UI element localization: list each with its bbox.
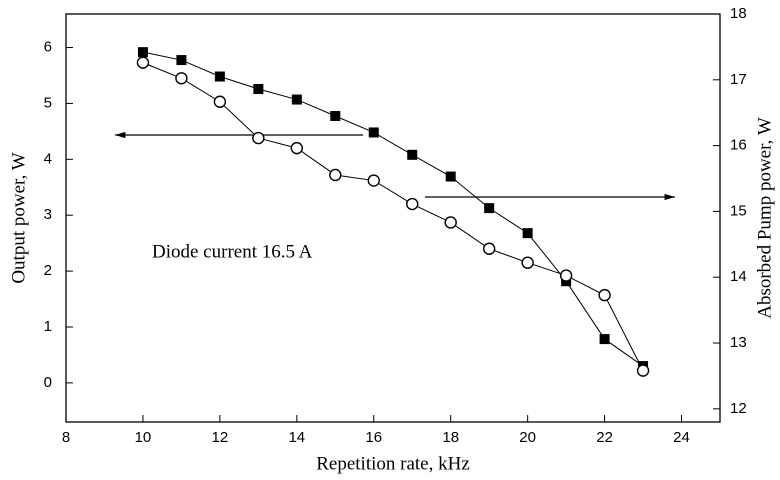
square-marker (137, 47, 148, 58)
circle-marker (136, 56, 150, 69)
series-line (142, 62, 644, 371)
y2-axis-label: Absorbed Pump power, W (754, 117, 775, 319)
circle-marker (367, 174, 380, 187)
circle-marker (636, 364, 650, 377)
x-tick-label: 12 (212, 429, 229, 446)
square-marker (176, 55, 187, 66)
x-tick-label: 20 (519, 429, 536, 446)
y2-tick-label: 17 (730, 71, 747, 88)
circle-marker (175, 72, 188, 85)
x-tick-label: 10 (135, 429, 152, 446)
plot-frame (65, 13, 721, 423)
circle-marker (406, 197, 419, 211)
x-axis-label: Repetition rate, kHz (316, 453, 470, 474)
square-marker (253, 84, 264, 95)
square-marker (445, 171, 456, 182)
circle-marker (252, 131, 265, 145)
x-tick-label: 24 (673, 429, 690, 446)
circle-marker (559, 269, 573, 282)
circle-marker (444, 216, 457, 229)
square-marker (214, 71, 225, 82)
circle-marker (290, 141, 304, 155)
y-tick-label: 1 (44, 318, 52, 335)
y-tick-label: 4 (44, 150, 52, 167)
y2-tick-label: 13 (730, 334, 747, 351)
y2-tick-label: 16 (730, 137, 747, 154)
y-tick-label: 3 (44, 206, 52, 223)
square-marker (484, 203, 495, 214)
square-marker (599, 334, 610, 345)
y-tick-label: 0 (44, 374, 52, 391)
x-tick-label: 14 (288, 429, 305, 446)
x-tick-label: 16 (365, 429, 382, 446)
square-marker (407, 149, 418, 160)
y-axis-label: Output power, W (8, 152, 29, 283)
y2-tick-label: 12 (730, 400, 747, 417)
circle-marker (482, 242, 496, 255)
square-marker (368, 127, 379, 138)
circle-marker (598, 288, 611, 302)
x-tick-label: 18 (442, 429, 459, 446)
x-tick-label: 8 (62, 429, 70, 446)
circle-marker (521, 256, 534, 269)
y2-tick-label: 15 (730, 202, 747, 219)
annotation: Diode current 16.5 A (152, 241, 313, 262)
y2-tick-label: 18 (730, 5, 747, 22)
square-marker (522, 228, 533, 239)
y-tick-label: 2 (44, 262, 52, 279)
x-tick-label: 22 (596, 429, 613, 446)
y-tick-label: 5 (44, 94, 52, 111)
square-marker (330, 111, 341, 121)
y-tick-label: 6 (44, 39, 52, 56)
y2-tick-label: 14 (730, 268, 747, 285)
circle-marker (329, 168, 342, 182)
circle-marker (213, 95, 227, 108)
square-marker (291, 94, 302, 105)
